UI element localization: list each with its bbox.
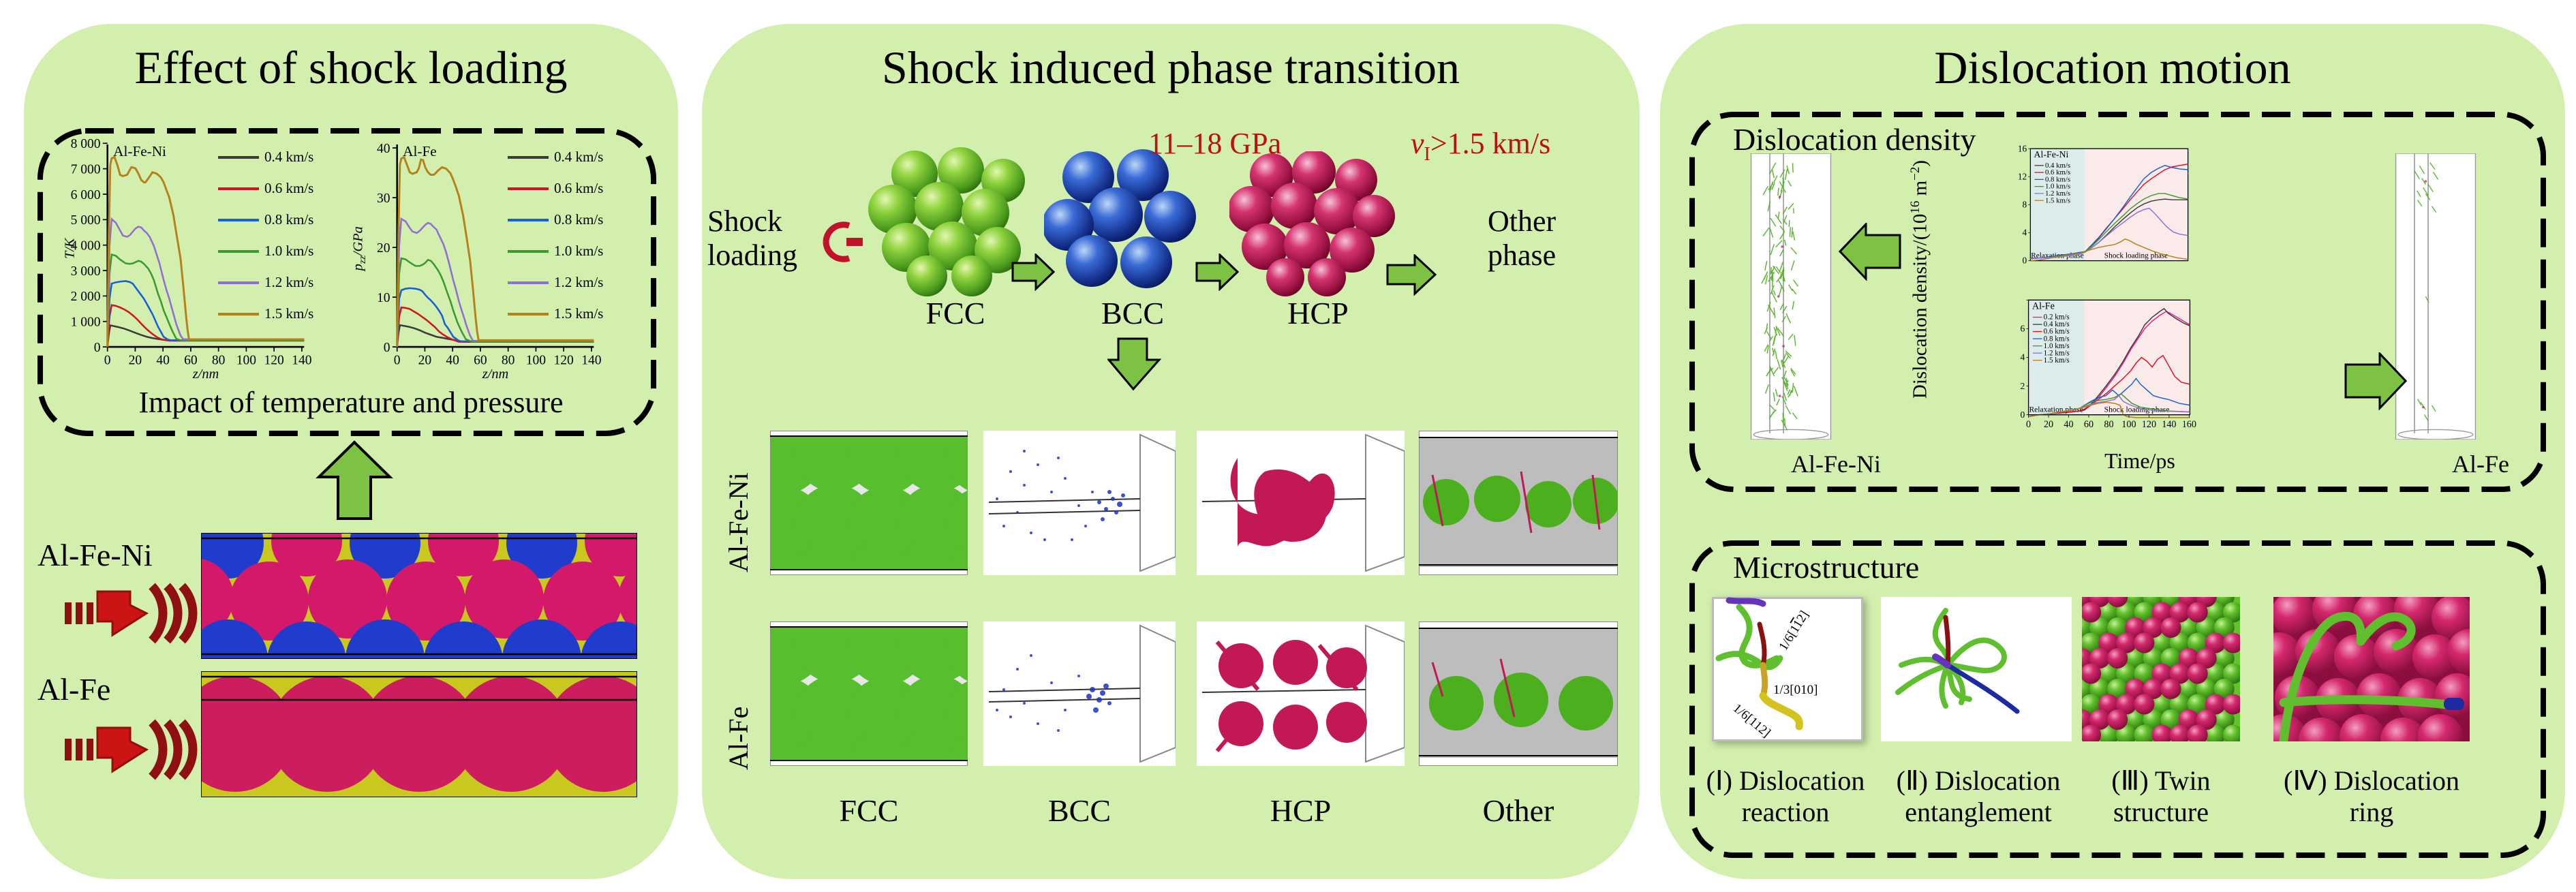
svg-text:0: 0 <box>2026 419 2031 430</box>
svg-text:1 000: 1 000 <box>71 316 101 330</box>
svg-text:60: 60 <box>2084 419 2094 430</box>
svg-text:0: 0 <box>384 341 390 355</box>
svg-text:60: 60 <box>184 354 198 368</box>
svg-text:30: 30 <box>377 191 390 206</box>
svg-text:Al-Fe-Ni: Al-Fe-Ni <box>2034 150 2069 160</box>
svg-text:z/nm: z/nm <box>192 367 219 382</box>
svg-text:1.5 km/s: 1.5 km/s <box>2044 356 2070 365</box>
svg-text:2 000: 2 000 <box>71 290 101 304</box>
svg-text:0: 0 <box>394 354 401 368</box>
svg-text:20: 20 <box>129 354 142 368</box>
svg-text:60: 60 <box>474 354 487 368</box>
svg-text:140: 140 <box>2162 419 2176 430</box>
svg-text:100: 100 <box>526 354 547 368</box>
svg-text:2: 2 <box>2020 381 2025 391</box>
svg-text:100: 100 <box>236 354 257 368</box>
svg-text:6: 6 <box>2020 324 2025 334</box>
svg-text:T/K: T/K <box>62 237 77 259</box>
svg-text:4: 4 <box>2020 352 2025 363</box>
svg-text:20: 20 <box>377 241 390 256</box>
svg-text:8 000: 8 000 <box>71 137 101 151</box>
svg-text:1/3[010]: 1/3[010] <box>1773 683 1818 697</box>
svg-text:80: 80 <box>2104 419 2113 430</box>
svg-text:20: 20 <box>418 354 432 368</box>
svg-text:8: 8 <box>2023 199 2027 209</box>
svg-text:pzz/GPa: pzz/GPa <box>351 226 367 272</box>
svg-text:Al-Fe: Al-Fe <box>2032 301 2055 311</box>
svg-text:120: 120 <box>553 354 574 368</box>
svg-text:12: 12 <box>2018 171 2027 181</box>
svg-text:140: 140 <box>581 354 602 368</box>
svg-text:120: 120 <box>264 354 284 368</box>
svg-text:40: 40 <box>2064 419 2073 430</box>
svg-text:1.5 km/s: 1.5 km/s <box>2045 196 2070 204</box>
svg-text:0: 0 <box>2020 410 2025 420</box>
svg-text:16: 16 <box>2018 145 2027 153</box>
svg-text:100: 100 <box>2121 419 2136 430</box>
svg-text:120: 120 <box>2142 419 2156 430</box>
svg-text:Al-Fe: Al-Fe <box>403 143 437 159</box>
svg-text:80: 80 <box>502 354 515 368</box>
svg-text:160: 160 <box>2182 419 2196 430</box>
svg-text:6 000: 6 000 <box>71 188 101 202</box>
svg-text:4: 4 <box>2023 228 2027 238</box>
svg-text:20: 20 <box>2044 419 2053 430</box>
svg-text:z/nm: z/nm <box>482 367 508 382</box>
svg-text:40: 40 <box>377 142 390 156</box>
svg-text:10: 10 <box>377 291 390 305</box>
svg-text:0: 0 <box>94 341 101 355</box>
svg-text:5 000: 5 000 <box>71 213 101 228</box>
svg-text:40: 40 <box>156 354 170 368</box>
svg-text:7 000: 7 000 <box>71 162 101 176</box>
svg-text:0: 0 <box>104 354 111 368</box>
svg-text:140: 140 <box>292 354 312 368</box>
svg-text:Al-Fe-Ni: Al-Fe-Ni <box>113 143 166 159</box>
svg-text:3 000: 3 000 <box>71 264 101 279</box>
svg-text:0: 0 <box>2023 256 2027 266</box>
svg-text:40: 40 <box>446 354 459 368</box>
svg-text:80: 80 <box>212 354 226 368</box>
